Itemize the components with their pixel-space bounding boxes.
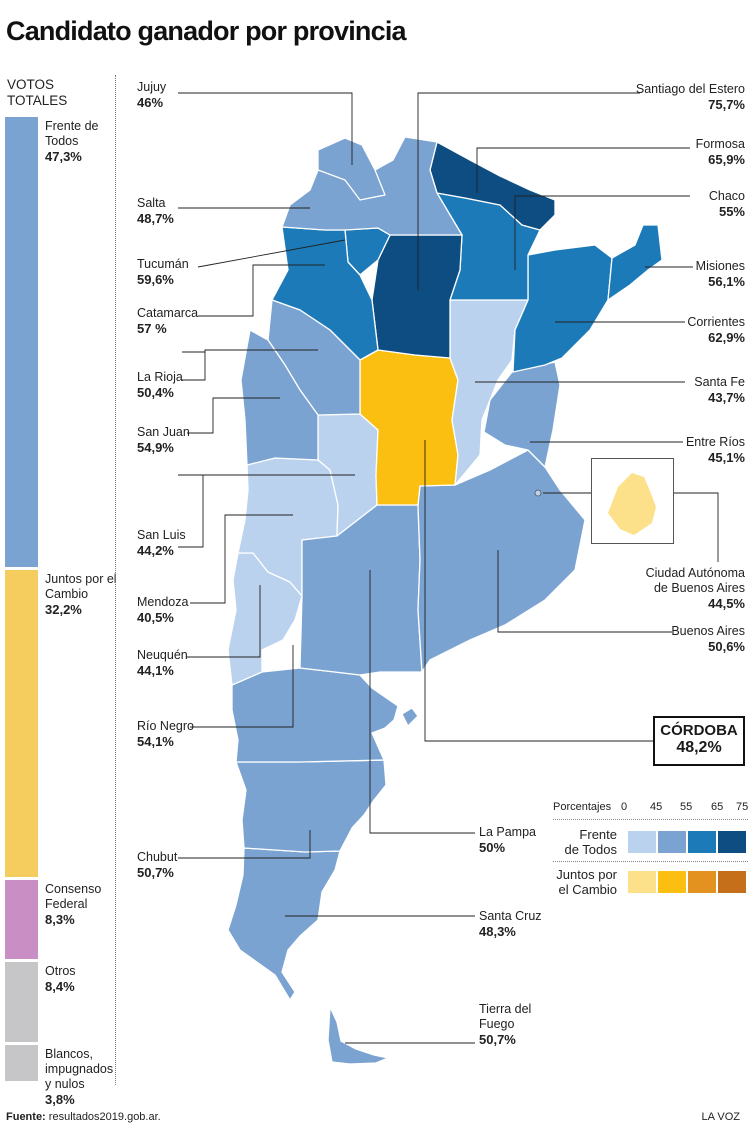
totals-heading-line2: TOTALES xyxy=(7,93,68,108)
totals-segment-value: 8,3% xyxy=(45,911,75,927)
totals-segment-name: Juntos por el Cambio xyxy=(45,572,117,602)
label-catamarca: Catamarca 57 % xyxy=(137,306,199,336)
label-mendoza: Mendoza 40,5% xyxy=(137,595,189,625)
legend-tick: 0 xyxy=(621,801,628,813)
totals-segment xyxy=(5,1044,38,1081)
province-rio-negro[interactable] xyxy=(231,667,399,763)
label-formosa: Formosa 65,9% xyxy=(695,137,745,167)
totals-segment-label: Blancos, impugnados y nulos 3,8% xyxy=(45,1047,117,1107)
totals-segment-name: Consenso Federal xyxy=(45,881,102,911)
totals-segment-value: 32,2% xyxy=(45,602,82,618)
label-entre-rios: Entre Ríos 45,1% xyxy=(685,435,745,465)
label-san-luis: San Luis 44,2% xyxy=(137,528,186,558)
totals-segment xyxy=(5,879,38,959)
totals-segment-label: Consenso Federal 8,3% xyxy=(45,882,117,927)
totals-segment xyxy=(5,961,38,1042)
legend-swatch-juntos-1 xyxy=(658,871,686,893)
totals-heading: VOTOS TOTALES xyxy=(7,77,67,109)
province-corrientes[interactable] xyxy=(512,244,613,373)
label-chubut: Chubut 50,7% xyxy=(137,850,178,880)
province-buenos-aires[interactable] xyxy=(417,449,586,673)
province-jujuy[interactable] xyxy=(317,137,386,201)
totals-segment xyxy=(5,570,38,877)
totals-segment-label: Juntos por el Cambio 32,2% xyxy=(45,572,117,617)
cordoba-name: CÓRDOBA xyxy=(660,722,738,739)
label-san-juan: San Juan 54,9% xyxy=(137,425,190,455)
label-misiones: Misiones 56,1% xyxy=(695,259,745,289)
page-title: Candidato ganador por provincia xyxy=(6,16,407,46)
footer-brand: LA VOZ xyxy=(701,1111,740,1123)
legend-swatch-frente-3 xyxy=(718,831,746,853)
legend-swatch-juntos-2 xyxy=(688,871,716,893)
label-rio-negro: Río Negro 54,1% xyxy=(137,719,194,749)
label-santiago-del-estero: Santiago del Estero 75,7% xyxy=(635,82,745,112)
totals-segment-value: 8,4% xyxy=(45,978,75,994)
legend-tick: 45 xyxy=(650,801,663,813)
label-la-pampa: La Pampa 50% xyxy=(479,825,536,855)
legend-swatch-frente-0 xyxy=(628,831,656,853)
totals-segment-name: Otros xyxy=(45,963,76,978)
legend-swatch-frente-1 xyxy=(658,831,686,853)
totals-segment-name: Blancos, impugnados y nulos xyxy=(45,1046,114,1091)
province-santiago-del-estero[interactable] xyxy=(371,234,463,359)
legend-tick: 65 xyxy=(711,801,724,813)
legend-swatch-frente-2 xyxy=(688,831,716,853)
label-buenos-aires: Buenos Aires 50,6% xyxy=(671,624,745,654)
totals-segment-value: 47,3% xyxy=(45,149,82,164)
legend-tick: 55 xyxy=(680,801,693,813)
cordoba-value: 48,2% xyxy=(676,739,722,756)
label-caba: Ciudad Autónoma de Buenos Aires 44,5% xyxy=(645,566,745,611)
label-corrientes: Corrientes 62,9% xyxy=(687,315,745,345)
legend-swatch-juntos-3 xyxy=(718,871,746,893)
legend-title: Porcentajes xyxy=(553,801,612,813)
province-entre-rios[interactable] xyxy=(483,361,561,468)
label-chaco: Chaco 55% xyxy=(708,189,745,219)
legend-divider xyxy=(553,861,748,862)
province-san-juan[interactable] xyxy=(240,329,319,466)
caba-inset-shape xyxy=(608,473,656,535)
province-santa-cruz[interactable] xyxy=(227,847,341,1001)
totals-segment-label: Otros 8,4% xyxy=(45,964,117,994)
province-misiones[interactable] xyxy=(607,224,663,301)
divider xyxy=(115,75,116,1085)
footer-source: Fuente: resultados2019.gob.ar. xyxy=(6,1111,161,1123)
label-neuquen: Neuquén 44,1% xyxy=(137,648,188,678)
label-la-rioja: La Rioja 50,4% xyxy=(137,370,183,400)
totals-heading-line1: VOTOS xyxy=(7,77,55,92)
totals-segment-value: 3,8% xyxy=(45,1091,75,1107)
label-salta: Salta 48,7% xyxy=(137,196,174,226)
label-santa-fe: Santa Fe 43,7% xyxy=(694,375,745,405)
label-jujuy: Jujuy 46% xyxy=(137,80,167,110)
peninsula-valdes xyxy=(401,707,419,727)
legend-juntos-name: Juntos por el Cambio xyxy=(556,867,617,897)
totals-segment-label: Frente de Todos 47,3% xyxy=(45,119,117,164)
label-tierra-del-fuego: Tierra del Fuego 50,7% xyxy=(479,1002,532,1047)
label-santa-cruz: Santa Cruz 48,3% xyxy=(479,909,542,939)
totals-segment-name: Frente de Todos xyxy=(45,119,99,148)
caba-inset xyxy=(591,458,674,544)
label-cordoba: CÓRDOBA 48,2% xyxy=(653,716,745,766)
legend-divider xyxy=(553,819,748,820)
province-tierra-del-fuego[interactable] xyxy=(327,1006,389,1065)
province-chubut[interactable] xyxy=(235,759,387,853)
label-tucuman: Tucumán 59,6% xyxy=(137,257,189,287)
caba-marker[interactable] xyxy=(534,489,542,497)
legend-swatch-juntos-0 xyxy=(628,871,656,893)
legend-tick: 75 xyxy=(736,801,749,813)
totals-segment xyxy=(5,117,38,568)
legend-frente-name: Frente de Todos xyxy=(564,827,617,857)
